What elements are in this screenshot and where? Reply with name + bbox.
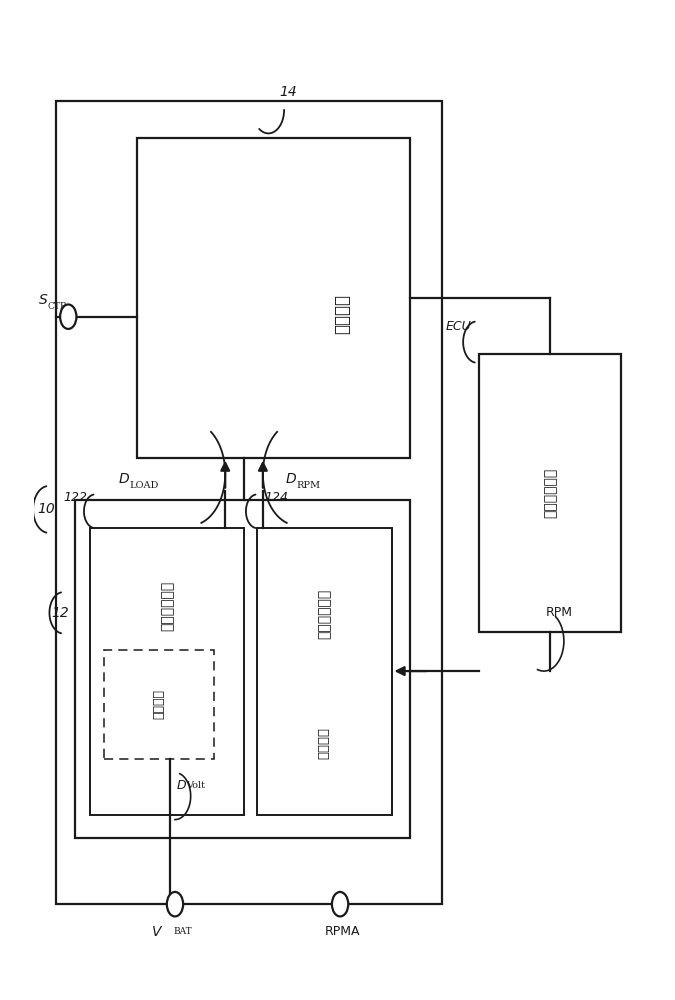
Circle shape — [60, 304, 76, 329]
Text: 转速侵测单元: 转速侵测单元 — [317, 589, 331, 639]
Text: BAT: BAT — [173, 927, 192, 936]
Text: 12: 12 — [51, 606, 69, 620]
Text: 侵测电路: 侵测电路 — [317, 727, 331, 759]
Text: Volt: Volt — [186, 781, 205, 790]
Text: RPM: RPM — [296, 481, 320, 490]
Text: RPMA: RPMA — [325, 925, 360, 938]
Text: 电压侵测单元: 电压侵测单元 — [160, 580, 174, 631]
FancyBboxPatch shape — [256, 528, 392, 815]
Text: $D$: $D$ — [176, 779, 187, 792]
Text: LOAD: LOAD — [129, 481, 159, 490]
Text: CTR: CTR — [47, 302, 68, 311]
FancyBboxPatch shape — [56, 101, 441, 904]
Text: 122: 122 — [63, 491, 87, 504]
Text: 车载控制单元: 车载控制单元 — [543, 468, 557, 518]
Text: ECU: ECU — [446, 320, 471, 333]
Text: $D$: $D$ — [285, 472, 297, 486]
FancyBboxPatch shape — [137, 138, 410, 458]
Text: RPM: RPM — [546, 606, 573, 619]
Text: $V$: $V$ — [151, 925, 164, 939]
Text: 控制电路: 控制电路 — [333, 294, 351, 334]
Text: 14: 14 — [279, 85, 297, 99]
Text: $S$: $S$ — [38, 293, 49, 307]
Text: 电压数据: 电压数据 — [153, 689, 165, 719]
Text: 10: 10 — [37, 502, 55, 516]
FancyBboxPatch shape — [479, 354, 621, 632]
FancyBboxPatch shape — [104, 650, 214, 758]
Text: 124: 124 — [265, 491, 289, 504]
Circle shape — [167, 892, 183, 916]
Circle shape — [332, 892, 348, 916]
FancyBboxPatch shape — [74, 500, 410, 838]
FancyBboxPatch shape — [90, 528, 244, 815]
Text: $D$: $D$ — [119, 472, 130, 486]
